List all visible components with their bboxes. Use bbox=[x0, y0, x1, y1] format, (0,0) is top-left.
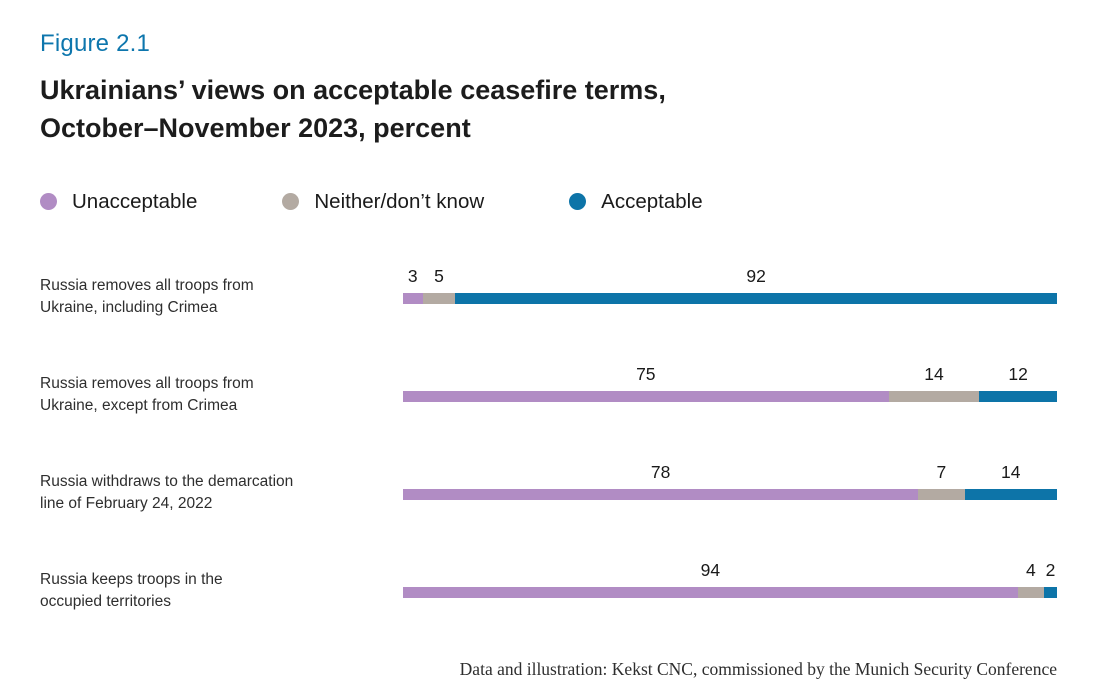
chart-row: Russia removes all troops from Ukraine, i… bbox=[40, 266, 1057, 319]
stacked-bar bbox=[403, 390, 1057, 402]
value-label-unacceptable: 3 bbox=[407, 265, 418, 286]
bar-area: 75 14 12 bbox=[403, 364, 1057, 417]
bar-segment-unacceptable bbox=[403, 488, 919, 500]
legend-item-unacceptable: Unacceptable bbox=[40, 190, 197, 214]
value-label-acceptable: 12 bbox=[1008, 363, 1028, 384]
value-labels: 3 5 92 bbox=[403, 266, 1057, 293]
bar-segment-acceptable bbox=[979, 390, 1057, 402]
chart-row: Russia removes all troops from Ukraine, e… bbox=[40, 364, 1057, 417]
value-label-neither: 14 bbox=[924, 363, 944, 384]
legend-dot-neither bbox=[282, 193, 300, 211]
legend-label: Unacceptable bbox=[72, 189, 198, 213]
bar-area: 78 7 14 bbox=[403, 462, 1057, 515]
bar-segment-acceptable bbox=[455, 292, 1057, 304]
legend-item-acceptable: Acceptable bbox=[569, 189, 703, 214]
value-label-neither: 7 bbox=[936, 461, 947, 482]
value-label-acceptable: 2 bbox=[1045, 559, 1056, 580]
chart-title-line-2: October–November 2023, percent bbox=[40, 113, 471, 144]
category-label: Russia removes all troops from Ukraine, i… bbox=[40, 276, 254, 316]
stacked-bar bbox=[403, 586, 1057, 598]
legend-item-neither: Neither/don’t know bbox=[282, 190, 484, 214]
bar-area: 3 5 92 bbox=[403, 266, 1057, 319]
value-labels: 78 7 14 bbox=[403, 462, 1057, 489]
bar-area: 94 4 2 bbox=[403, 560, 1057, 613]
value-label-unacceptable: 78 bbox=[650, 461, 671, 482]
bar-segment-acceptable bbox=[1043, 586, 1057, 598]
category-label: Russia keeps troops in the occupied terri… bbox=[40, 570, 223, 610]
chart-rows: Russia removes all troops from Ukraine, i… bbox=[40, 266, 1057, 613]
legend-label: Neither/don’t know bbox=[314, 189, 485, 213]
value-label-acceptable: 14 bbox=[1001, 461, 1021, 482]
legend-dot-acceptable bbox=[569, 193, 587, 211]
legend-label: Acceptable bbox=[601, 189, 703, 213]
value-labels: 94 4 2 bbox=[403, 560, 1057, 587]
chart-row: Russia keeps troops in the occupied terri… bbox=[40, 560, 1057, 613]
stacked-bar bbox=[403, 292, 1057, 304]
bar-segment-unacceptable bbox=[403, 390, 889, 402]
figure-number: Figure 2.1 bbox=[40, 30, 151, 57]
source-credit: Data and illustration: Kekst CNC, commis… bbox=[459, 658, 1057, 679]
value-label-neither: 5 bbox=[434, 265, 444, 286]
bar-segment-neither bbox=[1017, 586, 1044, 598]
stacked-bar bbox=[403, 488, 1057, 500]
bar-segment-acceptable bbox=[964, 488, 1057, 500]
category-label: Russia withdraws to the demarcation line … bbox=[40, 472, 294, 512]
legend: Unacceptable Neither/don’t know Acceptable bbox=[40, 190, 1057, 214]
bar-segment-unacceptable bbox=[403, 586, 1018, 598]
bar-segment-neither bbox=[918, 488, 965, 500]
value-label-acceptable: 92 bbox=[746, 265, 766, 286]
chart-title: Ukrainians’ views on acceptable ceasefir… bbox=[40, 71, 1057, 148]
value-label-unacceptable: 94 bbox=[700, 559, 721, 580]
category-label: Russia removes all troops from Ukraine, e… bbox=[40, 374, 254, 414]
bar-segment-neither bbox=[422, 292, 456, 304]
value-label-unacceptable: 75 bbox=[636, 363, 656, 384]
bar-segment-unacceptable bbox=[403, 292, 423, 304]
chart-title-line-1: Ukrainians’ views on acceptable ceasefir… bbox=[40, 75, 666, 105]
legend-dot-unacceptable bbox=[40, 193, 57, 211]
chart-row: Russia withdraws to the demarcation line … bbox=[40, 462, 1057, 515]
value-labels: 75 14 12 bbox=[403, 364, 1057, 391]
value-label-neither: 4 bbox=[1025, 559, 1036, 580]
bar-segment-neither bbox=[888, 390, 980, 402]
